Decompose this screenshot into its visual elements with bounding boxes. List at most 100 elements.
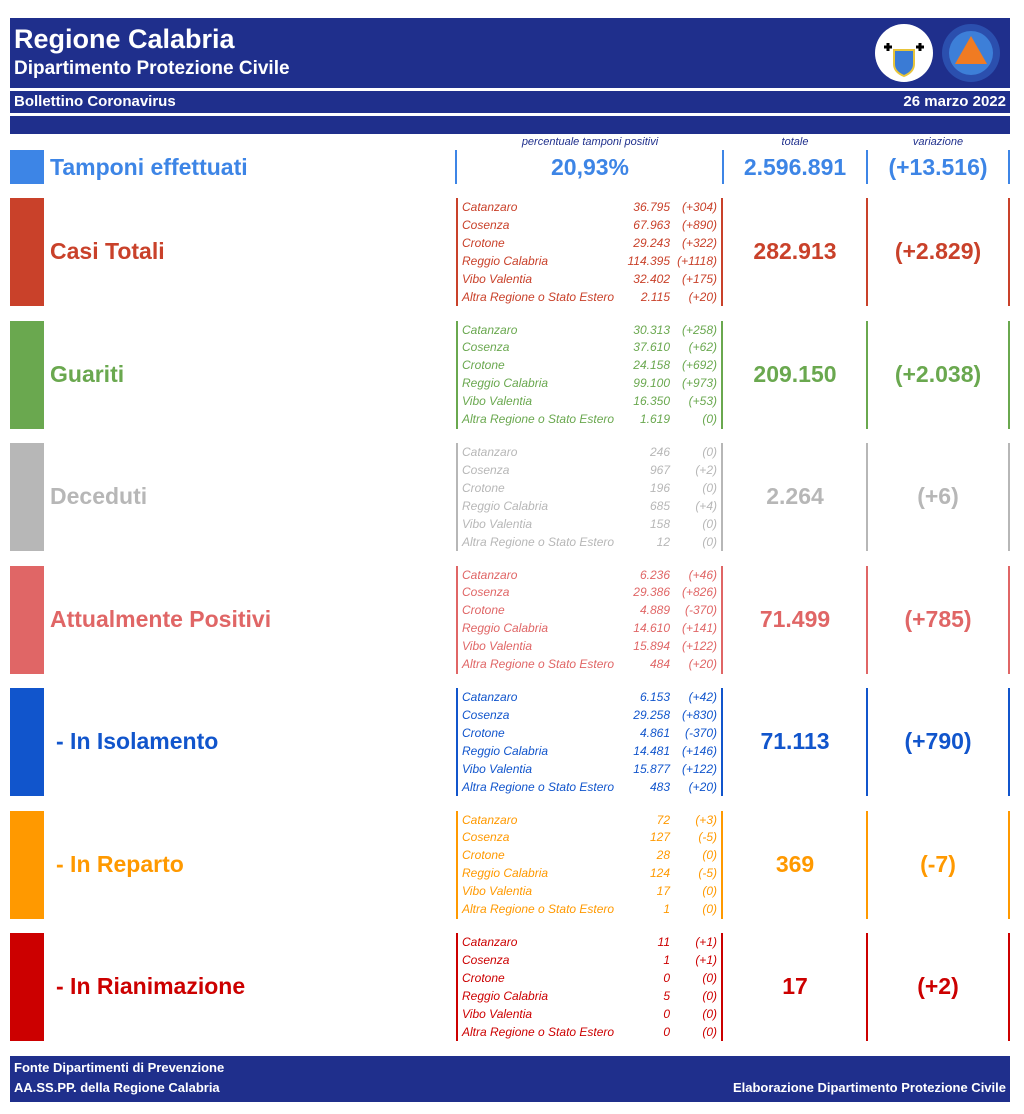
province-change: (+890) (681, 217, 717, 232)
province-change: (+175) (681, 271, 717, 286)
divider (1008, 150, 1010, 184)
section-label: - In Isolamento (56, 728, 219, 754)
divider (722, 150, 724, 184)
province: Catanzaro (462, 200, 518, 214)
province-change: (0) (702, 445, 717, 459)
province-value: 14.481 (633, 743, 670, 758)
province: Reggio Calabria (462, 743, 549, 758)
province: Crotone (462, 970, 505, 985)
divider (455, 150, 457, 184)
province: Altra Regione o Stato Estero (462, 534, 615, 549)
province: Catanzaro (462, 812, 518, 827)
province: Altra Regione o Stato Estero (462, 1024, 615, 1039)
divider (866, 320, 868, 429)
province: Catanzaro (462, 690, 518, 704)
province-value: 685 (649, 498, 670, 513)
province-value: 15.894 (633, 639, 670, 654)
divider (456, 198, 458, 306)
province-change: (+826) (681, 585, 717, 600)
province-change: (+62) (688, 340, 717, 355)
divider (456, 443, 458, 551)
province: Altra Regione o Stato Estero (462, 657, 615, 671)
province: Cosenza (462, 217, 510, 232)
province-value: 2.115 (640, 289, 670, 304)
province: Vibo Valentia (462, 1006, 533, 1021)
province-change: (+42) (688, 690, 717, 704)
logos (875, 24, 1000, 82)
color-block (10, 933, 44, 1041)
province-value: 24.158 (633, 358, 670, 373)
province-change: (+122) (681, 761, 717, 776)
title: Regione Calabria (14, 24, 235, 54)
color-block (10, 565, 44, 674)
province-change: (+1) (695, 952, 717, 967)
province-change: (+322) (681, 235, 717, 250)
province: Vibo Valentia (462, 761, 533, 776)
subtitle: Dipartimento Protezione Civile (14, 58, 290, 79)
province-value: 196 (649, 480, 670, 495)
province-change: (0) (702, 1024, 717, 1039)
province-change: (+973) (681, 376, 717, 391)
total: 369 (775, 850, 815, 877)
province: Vibo Valentia (462, 271, 533, 286)
province: Altra Regione o Stato Estero (462, 289, 615, 304)
province-change: (0) (702, 1006, 717, 1021)
province-change: (0) (702, 848, 717, 863)
divider (721, 688, 723, 796)
province: Catanzaro (462, 322, 518, 337)
province-change: (+146) (681, 743, 717, 758)
color-block (10, 150, 44, 184)
section-label: - In Rianimazione (56, 973, 246, 999)
percent: 20,93% (550, 154, 629, 180)
province-value: 0 (663, 1024, 670, 1039)
divider (1008, 320, 1010, 429)
province-value: 4.861 (639, 725, 670, 740)
row-label: Tamponi effettuati (50, 154, 248, 180)
province-value: 6.236 (639, 567, 670, 582)
province-change: (+1118) (677, 253, 717, 268)
section-label: Deceduti (50, 483, 148, 509)
footer-line1: Fonte Dipartimenti di Prevenzione (14, 1060, 225, 1075)
divider (866, 443, 868, 551)
divider (456, 810, 458, 919)
divider (456, 688, 458, 796)
province-value: 484 (649, 657, 670, 671)
total: 2.264 (766, 483, 824, 509)
province-value: 6.153 (639, 690, 670, 704)
change: (+2.038) (894, 360, 982, 387)
section-label: Attualmente Positivi (50, 605, 272, 632)
divider (1008, 933, 1010, 1041)
province-change: (+122) (681, 639, 717, 654)
province-change: (0) (702, 516, 717, 531)
province: Reggio Calabria (462, 253, 549, 268)
province: Vibo Valentia (462, 884, 533, 899)
province-value: 483 (649, 779, 670, 794)
divider (721, 320, 723, 429)
col-total: totale (781, 136, 809, 148)
footer-right: Elaborazione Dipartimento Protezione Civ… (732, 1080, 1006, 1095)
date: 26 marzo 2022 (903, 93, 1006, 110)
province: Reggio Calabria (462, 498, 549, 513)
bulletin-label: Bollettino Coronavirus (14, 93, 176, 110)
province: Altra Regione o Stato Estero (462, 902, 615, 916)
divider (866, 198, 868, 306)
province: Cosenza (462, 585, 510, 600)
province-value: 36.795 (633, 200, 670, 214)
province: Catanzaro (462, 445, 518, 459)
divider (866, 688, 868, 796)
bulletin-bar (10, 91, 1010, 113)
province-change: (0) (702, 988, 717, 1003)
change: (+2.829) (894, 238, 982, 264)
divider (456, 320, 458, 429)
divider (721, 933, 723, 1041)
province-value: 28 (656, 848, 670, 863)
divider (866, 933, 868, 1041)
province-value: 158 (649, 516, 670, 531)
province-change: (0) (702, 480, 717, 495)
total: 17 (782, 973, 808, 999)
province-change: (+830) (681, 707, 717, 722)
shield (893, 49, 915, 78)
province-change: (-370) (684, 603, 717, 618)
province-value: 67.963 (633, 217, 670, 232)
province-change: (+20) (688, 289, 717, 304)
